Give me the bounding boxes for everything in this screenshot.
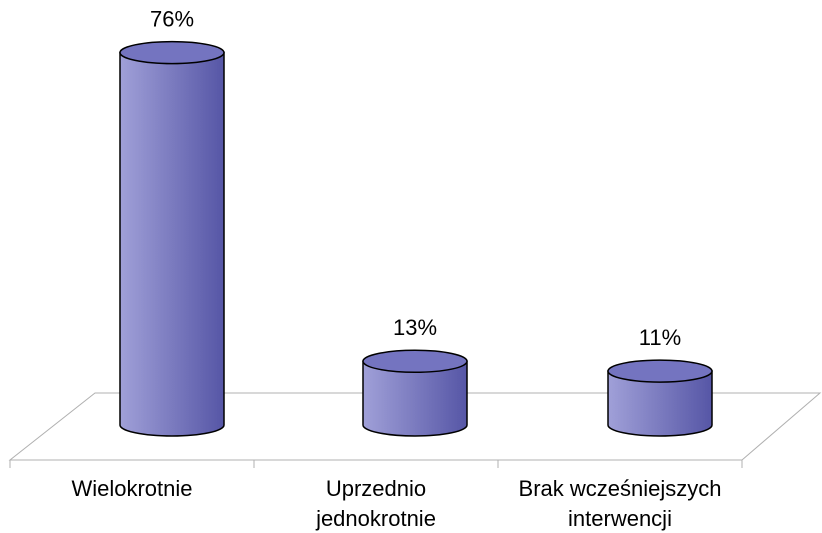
x-tick-label: jednokrotnie (315, 506, 436, 531)
value-label: 11% (639, 325, 681, 350)
cylinder (362, 360, 468, 437)
cylinder (607, 370, 713, 437)
x-tick-label: Brak wcześniejszych (519, 476, 722, 501)
cylinder-top (119, 40, 225, 65)
x-tick-label: interwencji (568, 506, 672, 531)
cylinder-top (607, 359, 713, 383)
value-label: 76% (150, 6, 194, 31)
cylinder-top (362, 349, 468, 374)
cylinder (119, 51, 225, 437)
x-tick-label: Uprzednio (326, 476, 426, 501)
x-tick-label: Wielokrotnie (71, 476, 192, 501)
value-label: 13% (393, 315, 437, 340)
